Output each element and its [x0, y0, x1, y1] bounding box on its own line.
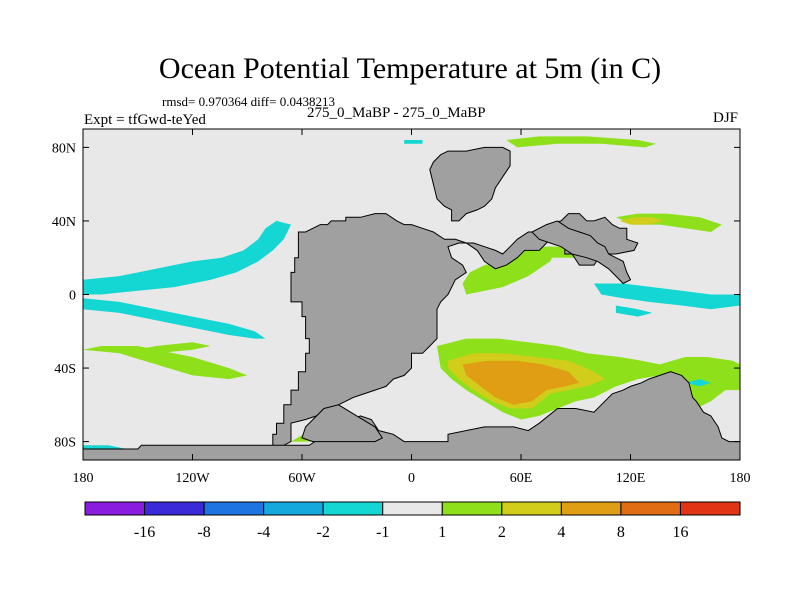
anom-se-pacific-green-2 [119, 342, 211, 354]
colorbar-box [679, 501, 741, 516]
anom-se-pacific-green [83, 346, 248, 380]
colorbar: -16 -8 -4 -2 -1 1 2 4 8 16 [84, 501, 741, 541]
land-americas [82, 213, 741, 461]
colorbar-label: 16 [672, 524, 688, 541]
anom-pacific-cyan-band-2 [615, 305, 653, 317]
stats-label: rmsd= 0.970364 diff= 0.0438213 [162, 94, 335, 109]
colorbar-label: -8 [197, 524, 210, 541]
colorbar-label: -16 [134, 524, 155, 541]
colorbar-box [441, 501, 503, 516]
x-axis: 180 120W 60W 0 60E 120E 180 [73, 129, 751, 486]
land-north-asia [429, 146, 511, 222]
right-subtitle: DJF [712, 110, 738, 126]
center-subtitle: 275_0_MaBP - 275_0_MaBP [307, 105, 486, 121]
colorbar-label: 2 [498, 524, 506, 541]
colorbar-box [560, 501, 622, 516]
colorbar-label: -1 [376, 524, 389, 541]
colorbar-label: 1 [438, 524, 446, 541]
colorbar-box [382, 501, 443, 516]
anom-pacific-cyan-band [594, 283, 740, 310]
y-axis: 80N 40N 0 40S 80S [52, 141, 740, 451]
chart-title: Ocean Potential Temperature at 5m (in C) [158, 52, 662, 85]
anom-s-pacific-cyan [83, 298, 266, 339]
colorbar-label: -4 [257, 524, 270, 541]
x-tick-label: 180 [73, 471, 94, 486]
colorbar-box [84, 501, 146, 516]
y-tick-label: 40N [52, 215, 76, 230]
colorbar-box [263, 501, 324, 516]
anom-indian-orange [462, 360, 580, 405]
x-tick-label: 60E [510, 471, 533, 486]
colorbar-label: 8 [617, 524, 625, 541]
x-tick-label: 60W [288, 471, 316, 486]
colorbar-box [203, 501, 265, 516]
anom-east-indian-cyan [685, 379, 711, 387]
colorbar-label: -2 [317, 524, 330, 541]
x-tick-label: 0 [408, 471, 415, 486]
x-tick-label: 180 [730, 471, 751, 486]
anom-ne-asia-yellow [619, 217, 664, 225]
y-tick-label: 80N [52, 141, 76, 156]
colorbar-box [144, 501, 205, 516]
x-tick-label: 120W [175, 471, 210, 486]
colorbar-box [620, 501, 681, 516]
anom-tethys-green [462, 246, 558, 295]
land-antarctic-peninsula [301, 404, 384, 443]
anom-arctic-cyan [404, 140, 423, 144]
x-tick-label: 120E [616, 471, 646, 486]
land-india-se-asia [531, 220, 632, 285]
colorbar-box [501, 501, 562, 516]
map-regions [82, 136, 741, 461]
y-tick-label: 40S [54, 362, 76, 377]
colorbar-label: 4 [557, 524, 565, 541]
y-tick-label: 80S [54, 436, 76, 451]
left-subtitle: Expt = tfGwd-teYed [84, 112, 206, 128]
colorbar-box [322, 501, 384, 516]
anom-arctic-green [506, 136, 656, 148]
anom-n-pacific-cyan [83, 220, 291, 295]
y-tick-label: 0 [69, 289, 76, 304]
